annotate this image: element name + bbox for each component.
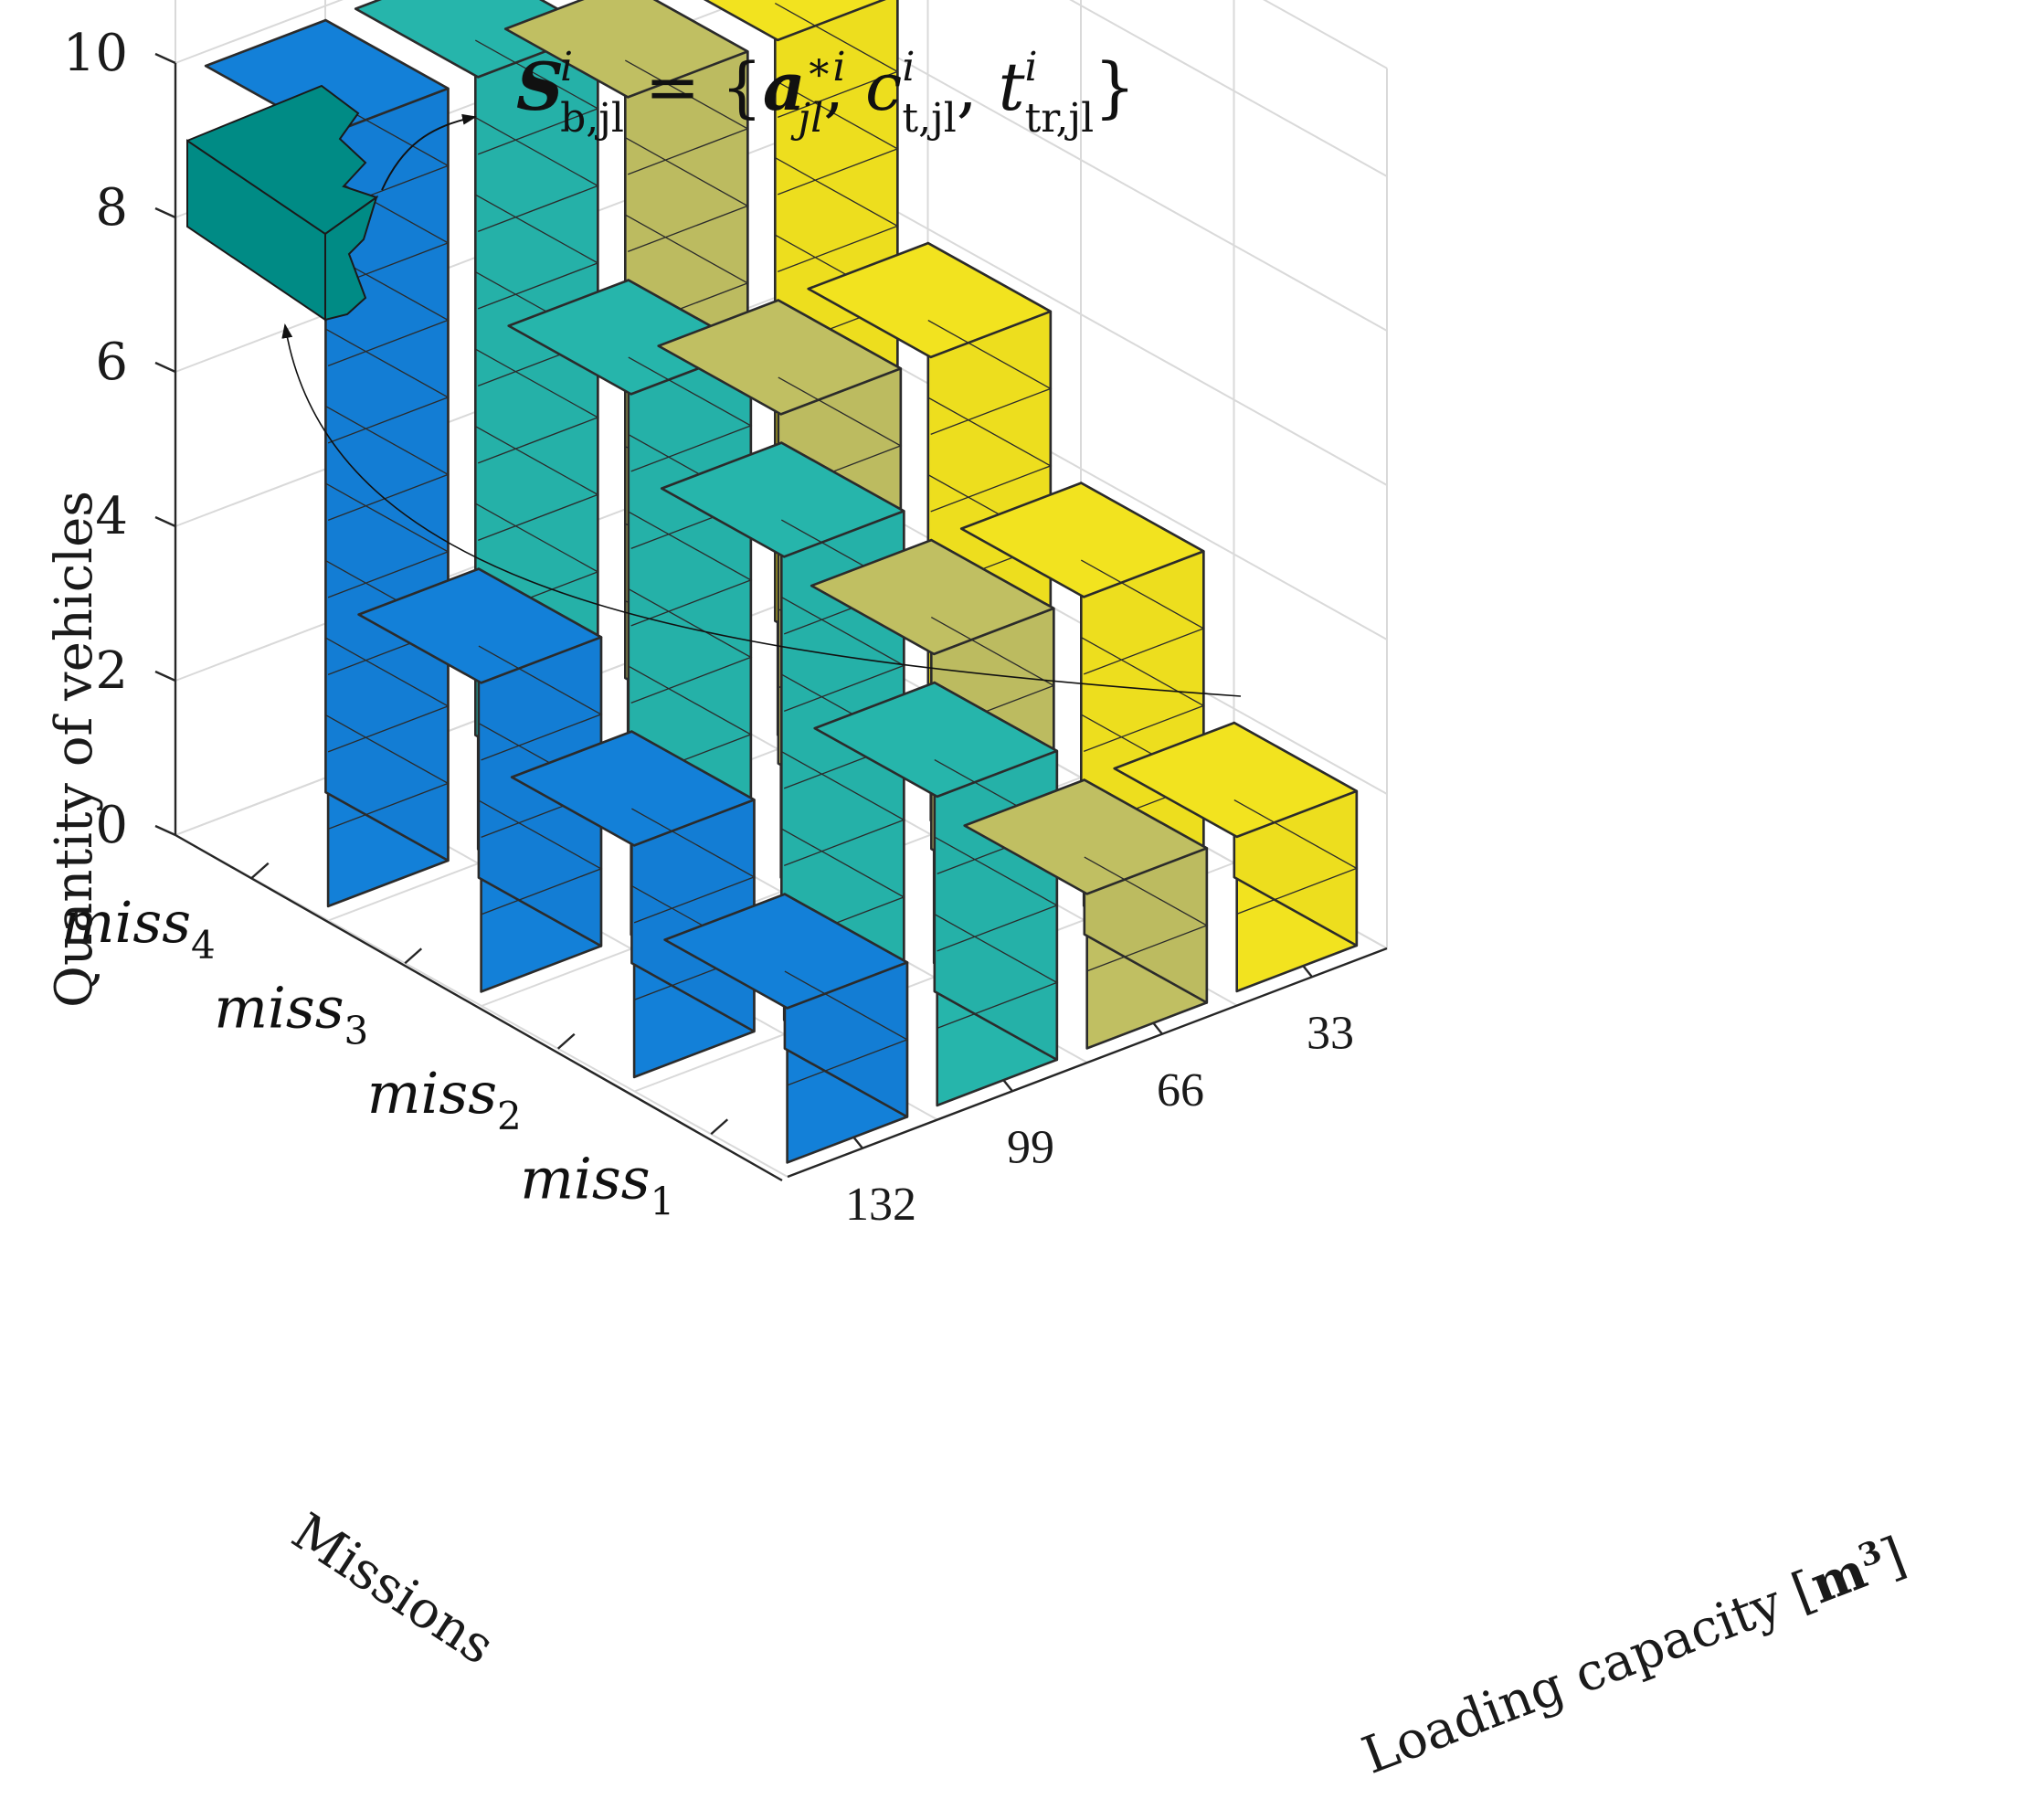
bar-66-mission1 <box>963 778 1209 1050</box>
z-tick-mark <box>154 515 176 528</box>
data-block-icon <box>186 84 379 322</box>
bar-top-face <box>663 893 909 1010</box>
bar-top-face <box>703 0 886 42</box>
z-tick-label: 8 <box>95 178 128 238</box>
formula-a: a <box>763 48 806 125</box>
annotation-formula: Si b,jl = {a∗i jl, ci t,jl, ti tr,jl} <box>516 44 1136 142</box>
missions-axis-label: Missions <box>281 1502 504 1677</box>
block-side-face <box>324 195 378 322</box>
missions-tick-label: miss3 <box>214 974 368 1053</box>
bar-unit-line <box>1084 856 1209 972</box>
missions-tick-mark <box>250 862 270 879</box>
missions-tick-label: miss2 <box>367 1060 522 1138</box>
bar-132-mission3 <box>357 567 603 993</box>
bar-unit-line <box>784 970 909 1086</box>
capacity-axis-label-main: Loading capacity <box>1355 1573 1791 1786</box>
bar-132-mission1 <box>663 893 909 1164</box>
bar-unit-line <box>1233 799 1359 915</box>
grid-line <box>175 0 1388 177</box>
z-tick-mark <box>154 670 176 682</box>
bar-top-face <box>660 441 905 558</box>
missions-tick-label: miss1 <box>520 1145 674 1223</box>
missions-tick-mark <box>710 1118 729 1136</box>
z-tick-mark <box>154 361 176 374</box>
formula-t: t <box>999 48 1026 125</box>
bar-unit-line <box>1080 559 1205 675</box>
z-axis-label: Quantity of vehicles <box>45 491 104 1008</box>
bar-top-face <box>810 538 1055 656</box>
z-tick-mark <box>154 824 176 837</box>
capacity-tick-label: 99 <box>1007 1121 1054 1173</box>
missions-tick-mark <box>556 1032 576 1050</box>
z-tick-label: 6 <box>95 333 128 392</box>
z-tick-mark <box>154 52 176 65</box>
z-tick-label: 4 <box>95 487 128 546</box>
bar-unit-line <box>478 645 603 761</box>
bar-top-face <box>204 18 450 136</box>
arrow-from-bar <box>281 323 1242 697</box>
bar-top-face <box>963 778 1209 895</box>
bar-top-face <box>357 567 603 684</box>
capacity-tick-label: 132 <box>845 1179 916 1231</box>
axes-layer <box>154 52 1388 1182</box>
z-tick-label: 2 <box>95 641 128 701</box>
bar-top-face <box>813 681 1059 799</box>
bars-layer <box>204 0 1359 1164</box>
bar-unit-line <box>927 320 1053 436</box>
capacity-tick-label: 66 <box>1157 1064 1204 1116</box>
z-tick-label: 10 <box>63 24 128 83</box>
bar-33-mission1 <box>1113 721 1359 993</box>
capacity-tick-label: 33 <box>1307 1007 1354 1059</box>
missions-tick-label: miss4 <box>61 889 216 968</box>
bar-unit-line <box>631 808 756 924</box>
bar-top-face <box>1113 721 1359 839</box>
formula-c: c <box>865 48 902 125</box>
bar-top-face <box>657 299 903 416</box>
bar-top-face <box>807 241 1053 359</box>
missions-tick-mark <box>404 947 423 965</box>
bar-unit-line <box>774 3 899 119</box>
capacity-axis-label: Loading capacity [m3] <box>1354 1526 1913 1786</box>
bar-top-face <box>510 730 756 847</box>
bar-unit-line <box>624 59 749 175</box>
z-tick-mark <box>154 206 176 219</box>
formula-S: S <box>516 48 564 125</box>
z-tick-label: 0 <box>95 796 128 855</box>
bar-unit-line <box>628 356 753 472</box>
arrow-to-formula <box>381 113 477 191</box>
bar-top-face <box>959 481 1205 598</box>
bar-99-mission1 <box>813 681 1059 1107</box>
bar-top-face <box>503 0 749 99</box>
missions-axis-line <box>175 833 783 1182</box>
bar-unit-line <box>474 39 599 155</box>
capacity-axis-line <box>787 947 1388 1179</box>
